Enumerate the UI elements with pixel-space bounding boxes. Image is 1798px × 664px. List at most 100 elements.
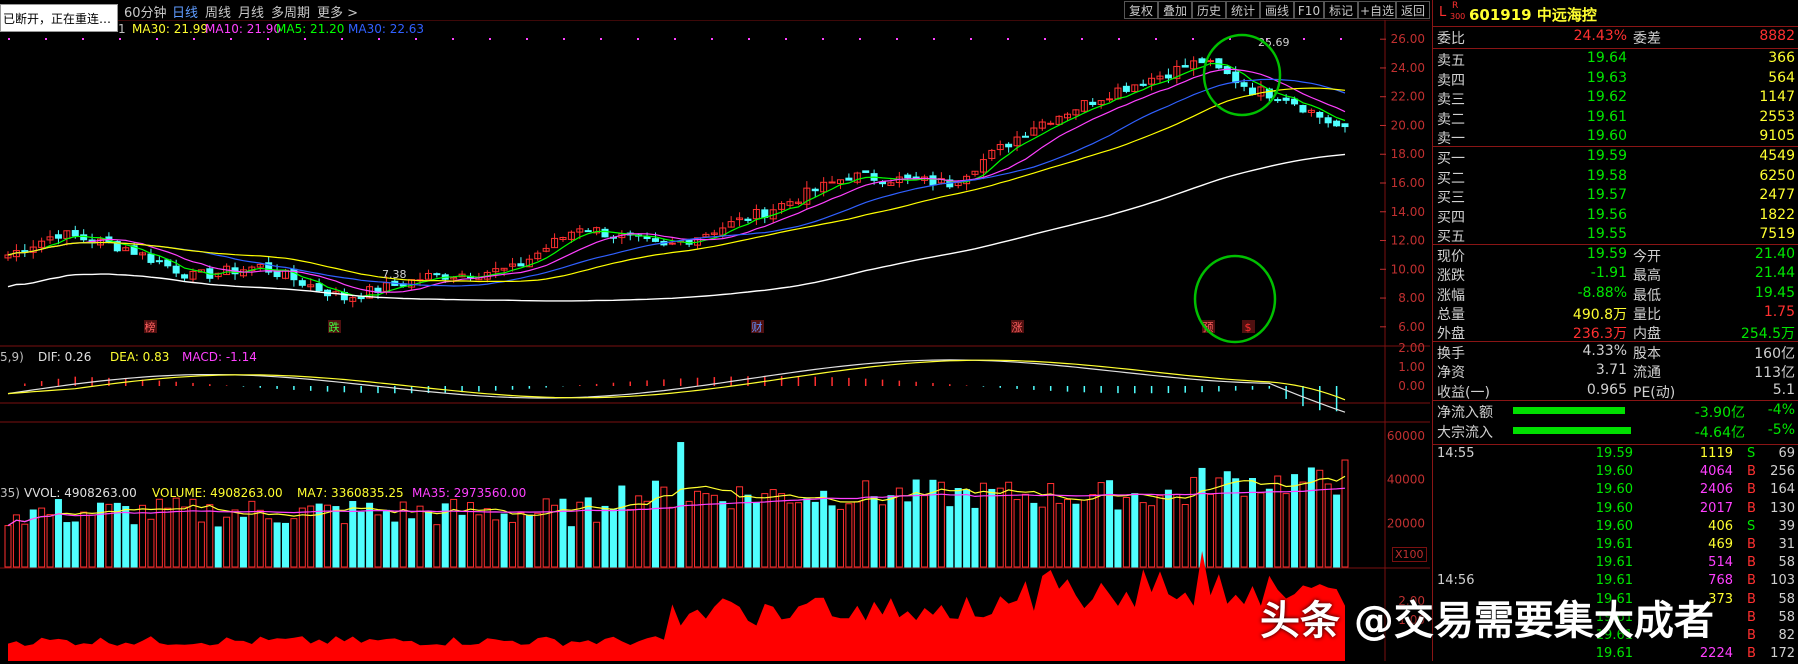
- tick-row[interactable]: 19.61 B 58: [1433, 610, 1798, 628]
- signal-dot: [970, 38, 972, 40]
- tick-count: 172: [1770, 646, 1795, 662]
- bid-row[interactable]: 买三 19.57 2477: [1433, 187, 1798, 206]
- bid-row[interactable]: 买二 19.58 6250: [1433, 168, 1798, 187]
- volume-bar: [736, 486, 744, 568]
- candle-body: [1080, 100, 1088, 112]
- volume-bar: [1341, 459, 1349, 568]
- candle-body: [298, 280, 306, 286]
- volume-bar: [769, 489, 777, 568]
- tick-row[interactable]: 14:56 19.61 768 B 103: [1433, 573, 1798, 591]
- f10-button[interactable]: F10: [1294, 1, 1324, 19]
- bid-row[interactable]: 买四 19.56 1822: [1433, 207, 1798, 226]
- signal-dot: [896, 38, 898, 40]
- volume-bar: [340, 523, 348, 568]
- volume-bar: [130, 524, 138, 568]
- volume-bar: [567, 526, 575, 568]
- volume-bar: [391, 521, 399, 568]
- candle-body: [971, 170, 979, 175]
- ma30-legend: MA30: 21.99: [132, 22, 209, 36]
- period-daily[interactable]: 日线: [172, 6, 199, 21]
- tick-row[interactable]: 19.61 469 B 31: [1433, 537, 1798, 555]
- tick-row[interactable]: 19.61 373 B 58: [1433, 592, 1798, 610]
- volume-bar: [1206, 493, 1214, 568]
- candle-body: [349, 297, 357, 302]
- volume-bar: [147, 518, 155, 568]
- signal-dot: [711, 38, 713, 40]
- candle-body: [551, 237, 559, 249]
- highlight-circle-top: [1202, 33, 1282, 117]
- tick-volume: 373: [1708, 591, 1733, 607]
- volume-bar: [651, 480, 659, 568]
- tick-price: 19.60: [1595, 482, 1633, 498]
- tick-row[interactable]: 19.61 2224 B 172: [1433, 646, 1798, 664]
- ask-row[interactable]: 卖二 19.61 2553: [1433, 108, 1798, 128]
- bid-row[interactable]: 买一 19.59 4549: [1433, 148, 1798, 167]
- tick-row[interactable]: 19.60 406 S 39: [1433, 519, 1798, 537]
- candle-body: [1223, 66, 1231, 75]
- tick-row[interactable]: 19.61 514 B 58: [1433, 555, 1798, 573]
- signal-dot: [8, 38, 10, 40]
- period-multi[interactable]: 多周期: [271, 6, 311, 21]
- bid-row[interactable]: 买五 19.55 7519: [1433, 226, 1798, 245]
- volume-bar: [223, 516, 231, 568]
- stats-button[interactable]: 统计: [1226, 1, 1260, 19]
- ask-row[interactable]: 卖五 19.64 366: [1433, 50, 1798, 69]
- draw-line-button[interactable]: 画线: [1260, 1, 1294, 19]
- tick-row[interactable]: 19.60 4064 B 256: [1433, 464, 1798, 482]
- candle-body: [509, 263, 517, 267]
- volume-bar: [744, 494, 752, 568]
- overlay-button[interactable]: 叠加: [1158, 1, 1192, 19]
- candle-body: [256, 263, 264, 268]
- ask-row[interactable]: 卖一 19.60 9105: [1433, 128, 1798, 147]
- candle-body: [820, 181, 828, 193]
- stock-code-name[interactable]: 601919 中远海控: [1469, 6, 1597, 24]
- volume-bar: [921, 495, 929, 568]
- candle-body: [1249, 87, 1257, 95]
- volume-bar: [668, 506, 676, 568]
- tick-row[interactable]: 19.61 B 82: [1433, 628, 1798, 646]
- mark-button[interactable]: 标记: [1324, 1, 1358, 19]
- candle-body: [853, 172, 861, 183]
- tick-row[interactable]: 14:55 19.59 1119 S 69: [1433, 446, 1798, 464]
- candle-body: [929, 175, 937, 186]
- volume-bar: [88, 514, 96, 568]
- kline-chart[interactable]: 26.0024.0022.0020.0018.0016.0014.0012.00…: [0, 20, 1430, 661]
- candle-body: [1013, 136, 1021, 147]
- period-weekly[interactable]: 周线: [205, 6, 232, 21]
- history-button[interactable]: 历史: [1192, 1, 1226, 19]
- ask-row[interactable]: 卖三 19.62 1147: [1433, 89, 1798, 108]
- quote-value-2: 1.75: [1763, 303, 1795, 320]
- volume-bar: [1215, 477, 1223, 568]
- ask-row[interactable]: 卖四 19.63 564: [1433, 70, 1798, 89]
- signal-dot: [748, 38, 750, 40]
- candle-body: [1089, 101, 1097, 105]
- tick-row[interactable]: 19.60 2017 B 130: [1433, 501, 1798, 519]
- tick-row[interactable]: 19.60 2406 B 164: [1433, 482, 1798, 500]
- candle-body: [80, 234, 88, 241]
- signal-dot: [933, 38, 935, 40]
- fund-label: 收益(一): [1437, 384, 1490, 401]
- fund-row: 净资 3.71 流通 113亿: [1433, 362, 1798, 381]
- volume-bar: [155, 498, 163, 568]
- candle-body: [1282, 97, 1290, 101]
- flow-value: -3.90亿: [1694, 405, 1745, 421]
- ask-volume: 2553: [1759, 108, 1795, 125]
- add-watchlist-button[interactable]: +自选: [1358, 1, 1396, 19]
- flow-bar: [1513, 407, 1625, 414]
- volume-bar: [786, 502, 794, 568]
- ma30-line: [7, 87, 1346, 283]
- fund-label-2: PE(动): [1633, 384, 1676, 401]
- period-monthly[interactable]: 月线: [238, 6, 265, 21]
- volume-bar: [752, 502, 760, 568]
- tick-volume: 406: [1708, 518, 1733, 534]
- candle-body: [307, 284, 315, 288]
- candle-body: [567, 231, 575, 240]
- volume-bar: [996, 487, 1004, 568]
- period-60min[interactable]: 60分钟: [124, 6, 167, 21]
- period-more[interactable]: 更多 >: [317, 6, 359, 21]
- tick-price: 19.61: [1595, 609, 1633, 625]
- restore-rights-button[interactable]: 复权: [1124, 1, 1158, 19]
- back-button[interactable]: 返回: [1396, 1, 1430, 19]
- bid-label: 买一: [1437, 151, 1465, 167]
- candle-body: [601, 228, 609, 238]
